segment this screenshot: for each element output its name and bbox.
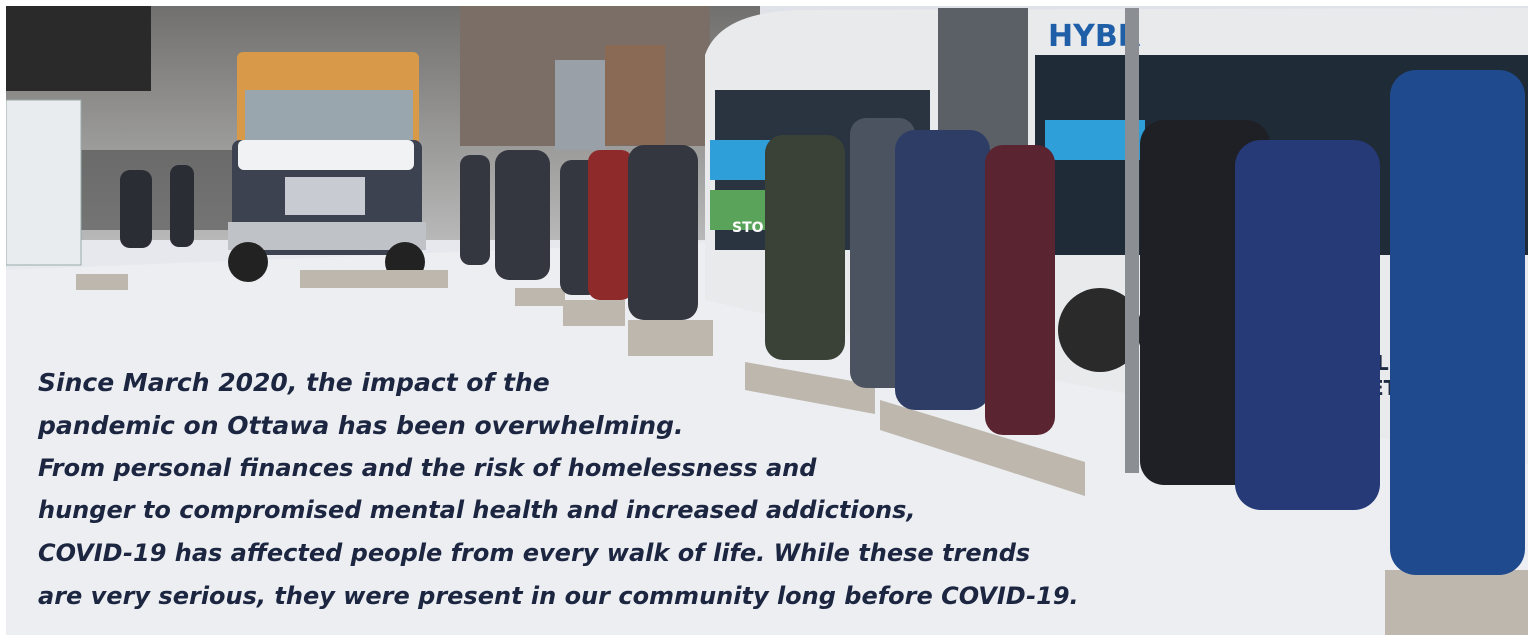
sign-pole <box>1125 8 1139 473</box>
caption-heading-line: Since March 2020, the impact of the <box>38 368 550 397</box>
caption-body-line: From personal finances and the risk of h… <box>38 454 817 482</box>
caption-body-line: hunger to compromised mental health and … <box>38 496 916 524</box>
caption-body-line: COVID-19 has affected people from every … <box>38 539 1030 567</box>
photo-banner: HYBR STO LE MO ÉTUDI Since March <box>0 0 1534 641</box>
caption-heading-line: pandemic on Ottawa has been overwhelming… <box>37 411 683 440</box>
bus-logo: STO <box>732 220 764 236</box>
caption-body-line: are very serious, they were present in o… <box>38 582 1079 610</box>
truck <box>228 52 426 282</box>
